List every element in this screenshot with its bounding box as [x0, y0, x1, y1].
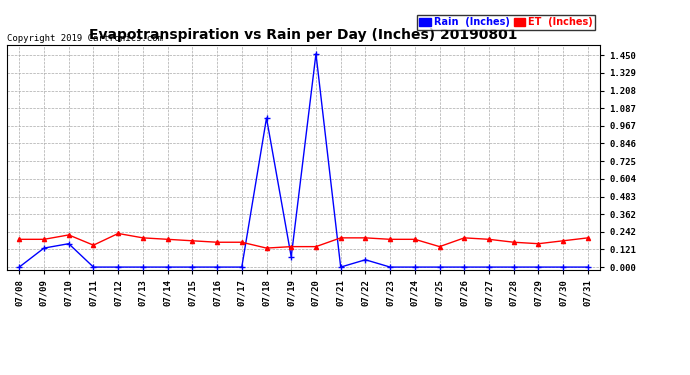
Title: Evapotranspiration vs Rain per Day (Inches) 20190801: Evapotranspiration vs Rain per Day (Inch…	[89, 28, 518, 42]
Legend: Rain  (Inches), ET  (Inches): Rain (Inches), ET (Inches)	[417, 15, 595, 30]
Text: Copyright 2019 Cartronics.com: Copyright 2019 Cartronics.com	[7, 34, 163, 43]
